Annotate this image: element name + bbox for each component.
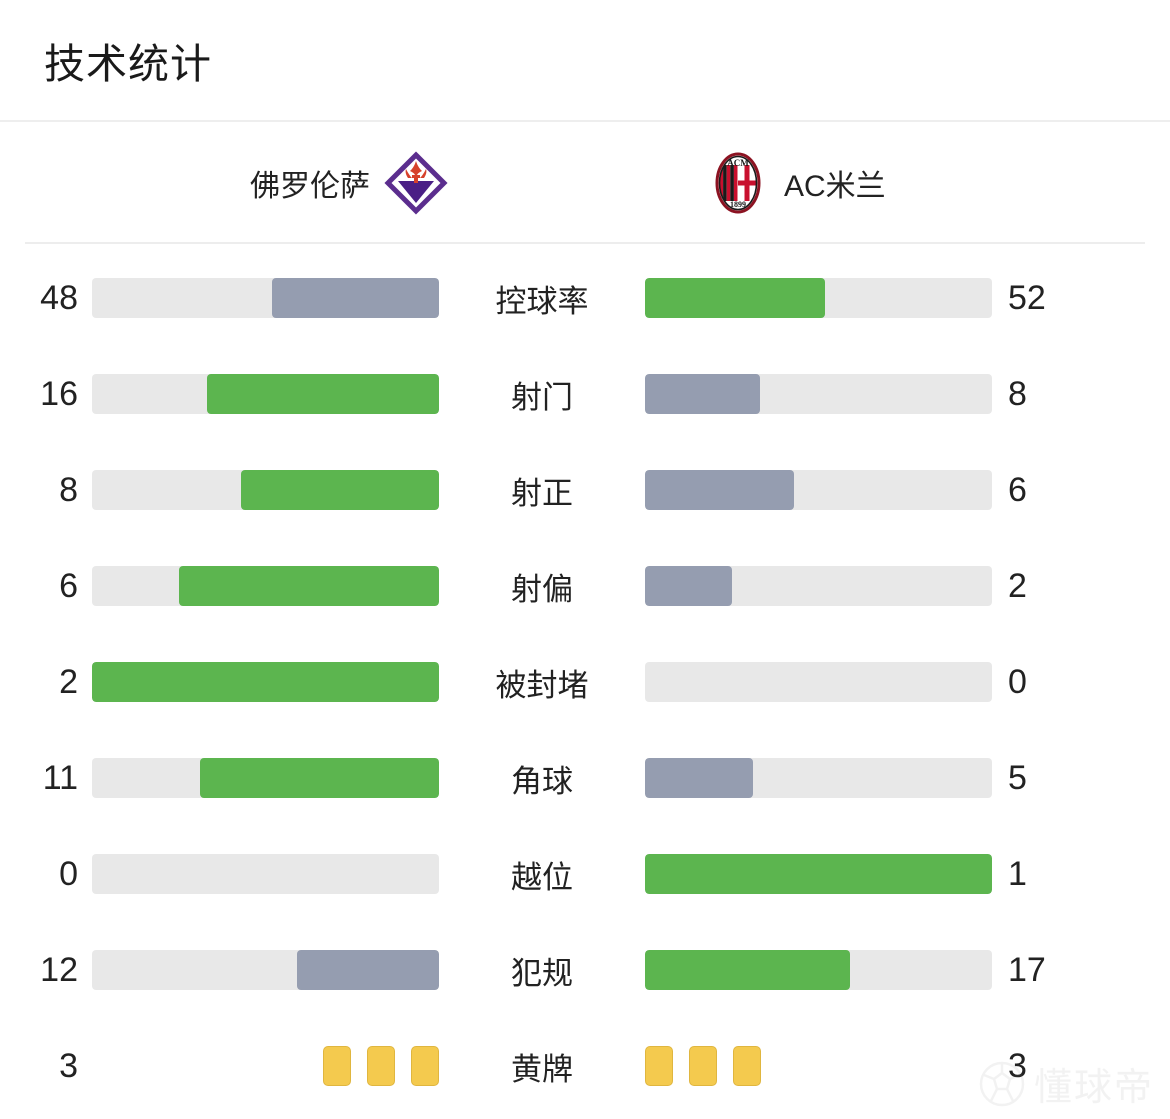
- stat-label: 射正: [511, 475, 573, 511]
- away-value: 2: [1008, 567, 1027, 605]
- home-bar-track: [92, 374, 439, 414]
- yellow-card-icon: [689, 1046, 717, 1086]
- away-bar-fill: [645, 470, 795, 510]
- away-value: 5: [1008, 759, 1027, 797]
- away-team-name: AC米兰: [784, 170, 886, 203]
- home-bar-fill: [178, 566, 439, 606]
- stat-label: 射偏: [511, 571, 573, 607]
- stat-label: 角球: [511, 763, 573, 799]
- page-header: 技术统计: [0, 0, 1170, 122]
- home-team-name: 佛罗伦萨: [250, 170, 370, 203]
- away-bar-track: [645, 470, 992, 510]
- home-value: 11: [42, 759, 78, 797]
- away-team[interactable]: ACM 1899 AC米兰: [706, 151, 886, 215]
- away-bar-fill: [645, 950, 850, 990]
- svg-text:1899: 1899: [730, 200, 746, 209]
- away-bar-track: [645, 278, 992, 318]
- stat-row: 2 被封堵 0: [0, 634, 1170, 730]
- away-value: 8: [1008, 375, 1027, 413]
- svg-text:ACM: ACM: [727, 158, 749, 168]
- home-value: 8: [59, 471, 78, 509]
- stat-label: 射门: [511, 379, 573, 415]
- home-team[interactable]: 佛罗伦萨: [250, 151, 448, 215]
- header-divider: [25, 242, 1145, 244]
- home-bar-track: [92, 470, 439, 510]
- home-value: 12: [40, 951, 78, 989]
- yellow-card-icon: [411, 1046, 439, 1086]
- away-value: 17: [1008, 951, 1046, 989]
- home-bar-fill: [206, 374, 439, 414]
- stat-row: 0 越位 1: [0, 826, 1170, 922]
- home-bar-fill: [199, 758, 439, 798]
- home-bar-fill: [272, 278, 439, 318]
- away-bar-fill: [645, 278, 826, 318]
- home-bar-fill: [92, 662, 439, 702]
- yellow-card-icon: [323, 1046, 351, 1086]
- yellow-card-icon: [645, 1046, 673, 1086]
- home-bar-fill: [296, 950, 439, 990]
- home-value: 3: [59, 1047, 78, 1085]
- away-bar-track: [645, 374, 992, 414]
- home-value: 6: [59, 567, 78, 605]
- away-value: 0: [1008, 663, 1027, 701]
- yellow-card-icon: [367, 1046, 395, 1086]
- away-value: 6: [1008, 471, 1027, 509]
- away-value: 52: [1008, 279, 1046, 317]
- home-bar-track: [92, 950, 439, 990]
- stat-row: 12 犯规 17: [0, 922, 1170, 1018]
- stat-row: 11 角球 5: [0, 730, 1170, 826]
- stat-row: 16 射门 8: [0, 346, 1170, 442]
- stat-label: 犯规: [511, 955, 573, 991]
- home-cards: [92, 1044, 439, 1088]
- home-bar-track: [92, 566, 439, 606]
- home-value: 0: [59, 855, 78, 893]
- away-cards: [645, 1044, 992, 1088]
- away-bar-fill: [645, 566, 732, 606]
- stat-row: 6 射偏 2: [0, 538, 1170, 634]
- away-value: 1: [1008, 855, 1027, 893]
- away-bar-track: [645, 854, 992, 894]
- home-value: 48: [40, 279, 78, 317]
- stat-row: 3 黄牌 3: [0, 1018, 1170, 1114]
- home-bar-track: [92, 662, 439, 702]
- home-bar-track: [92, 854, 439, 894]
- home-value: 16: [40, 375, 78, 413]
- stat-label: 黄牌: [511, 1051, 573, 1087]
- away-bar-fill: [645, 374, 760, 414]
- home-bar-track: [92, 758, 439, 798]
- stat-label: 控球率: [495, 283, 589, 319]
- away-bar-fill: [645, 854, 992, 894]
- away-value: 3: [1008, 1047, 1027, 1085]
- page-title: 技术统计: [44, 41, 212, 87]
- yellow-card-icon: [733, 1046, 761, 1086]
- stat-label: 越位: [511, 859, 573, 895]
- team-header: 佛罗伦萨: [0, 122, 1170, 244]
- stats-list: 48 控球率 52 16 射门 8 8 射正 6 6 射偏 2 2 被封堵 0 11 角球 5 0 越位 1 12 犯规 17…: [0, 244, 1170, 1114]
- home-value: 2: [59, 663, 78, 701]
- home-bar-fill: [241, 470, 439, 510]
- away-bar-track: [645, 662, 992, 702]
- ac-milan-crest-icon: ACM 1899: [706, 151, 770, 215]
- away-bar-track: [645, 758, 992, 798]
- fiorentina-crest-icon: [384, 151, 448, 215]
- stat-row: 48 控球率 52: [0, 250, 1170, 346]
- away-bar-fill: [645, 758, 753, 798]
- away-bar-track: [645, 950, 992, 990]
- home-bar-track: [92, 278, 439, 318]
- stat-label: 被封堵: [495, 667, 589, 703]
- stat-row: 8 射正 6: [0, 442, 1170, 538]
- away-bar-track: [645, 566, 992, 606]
